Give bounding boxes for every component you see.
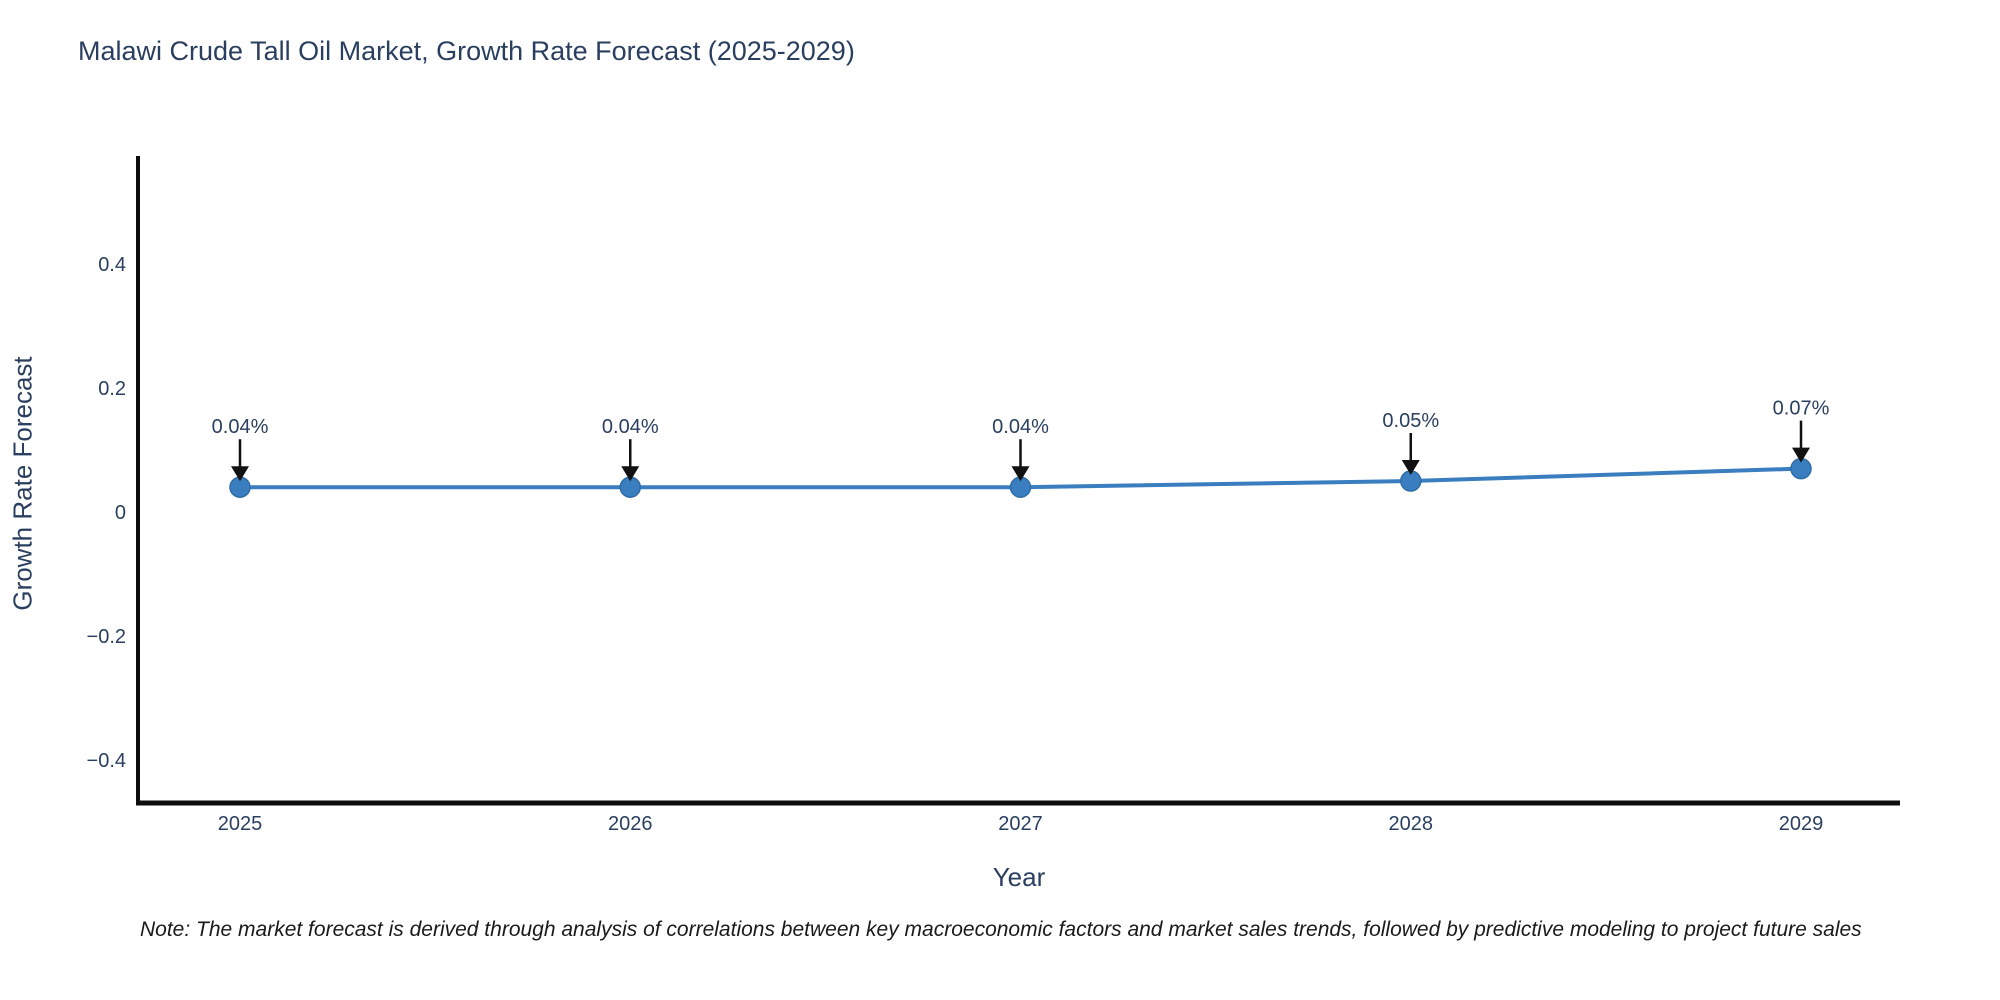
data-point-label: 0.04% xyxy=(602,416,659,438)
y-tick-label: −0.4 xyxy=(87,750,126,772)
annotation-arrowhead xyxy=(621,466,640,482)
data-point-label: 0.07% xyxy=(1773,398,1830,420)
x-tick-label: 2025 xyxy=(218,813,263,835)
y-tick-label: 0.4 xyxy=(98,254,126,276)
x-tick-label: 2027 xyxy=(998,813,1043,835)
annotation-arrowhead xyxy=(1401,460,1420,475)
data-point-label: 0.04% xyxy=(992,416,1049,438)
y-axis-title: Growth Rate Forecast xyxy=(7,356,38,611)
data-point-label: 0.04% xyxy=(212,416,269,438)
data-point-label: 0.05% xyxy=(1382,410,1439,432)
annotation-arrowhead xyxy=(1011,466,1030,482)
annotation-arrowhead xyxy=(231,466,249,482)
x-tick-label: 2028 xyxy=(1389,813,1434,835)
annotation-arrowhead xyxy=(1792,447,1810,463)
x-tick-label: 2029 xyxy=(1779,813,1824,835)
x-axis-title: Year xyxy=(992,862,1046,892)
chart-title: Malawi Crude Tall Oil Market, Growth Rat… xyxy=(78,36,855,66)
y-tick-label: −0.2 xyxy=(87,626,126,648)
y-tick-label: 0 xyxy=(115,502,126,524)
footnote: Note: The market forecast is derived thr… xyxy=(140,918,1862,941)
y-tick-label: 0.2 xyxy=(98,378,126,400)
x-tick-label: 2026 xyxy=(608,813,653,835)
